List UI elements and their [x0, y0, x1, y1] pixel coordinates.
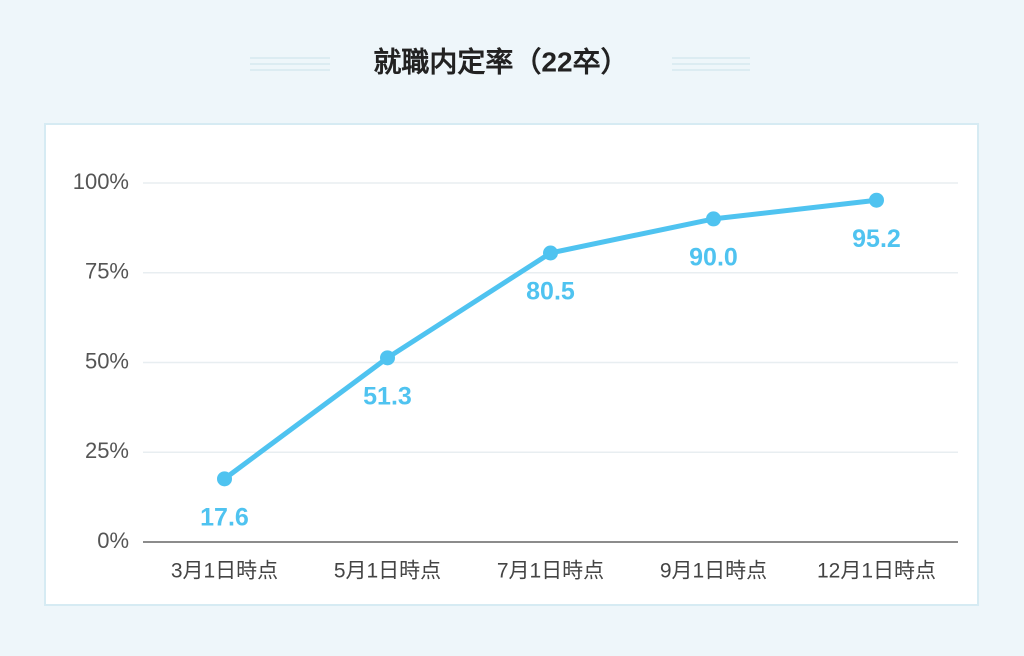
data-label: 90.0	[689, 244, 738, 272]
data-point	[217, 471, 232, 487]
data-label: 17.6	[200, 503, 249, 531]
data-point	[543, 245, 558, 261]
data-label: 51.3	[363, 382, 412, 410]
x-tick-label: 9月1日時点	[660, 560, 767, 583]
x-tick-label: 5月1日時点	[334, 560, 441, 583]
data-label: 80.5	[526, 278, 575, 306]
y-tick-label: 50%	[85, 348, 129, 373]
y-tick-label: 100%	[73, 169, 129, 194]
data-point	[380, 350, 395, 366]
data-point	[706, 211, 721, 227]
x-tick-label: 3月1日時点	[171, 560, 278, 583]
data-point	[869, 192, 884, 208]
chart-title: 就職内定率（22卒）	[373, 45, 628, 77]
title-decoration	[250, 57, 750, 71]
x-tick-label: 12月1日時点	[817, 560, 936, 583]
x-tick-label: 7月1日時点	[497, 560, 604, 583]
y-tick-label: 75%	[85, 259, 129, 284]
y-tick-label: 0%	[97, 528, 129, 553]
data-label: 95.2	[852, 225, 901, 253]
chart-panel	[44, 123, 979, 606]
y-tick-label: 25%	[85, 438, 129, 463]
